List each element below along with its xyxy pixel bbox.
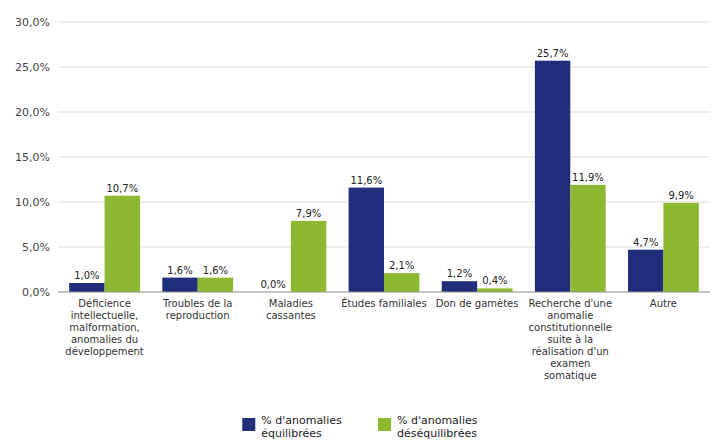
y-tick-label: 20,0%	[15, 106, 50, 119]
data-labels: 1,0% 1,6% 0,0% 11,6% 1,2% 25,7% 4,7% 10,7% 1,6% 7…	[74, 48, 694, 290]
bar	[105, 196, 140, 292]
x-axis: Déficienceintellectuelle,malformation,an…	[65, 297, 677, 381]
bar	[477, 288, 512, 292]
x-tick-label: Maladiescassantes	[266, 298, 316, 321]
x-tick-label: Troubles de lareproduction	[162, 298, 232, 321]
chart-svg: 0,0% 5,0% 10,0% 15,0% 20,0% 25,0% 30,0% 1,0% 1,6…	[0, 0, 720, 448]
data-label: 1,6%	[167, 265, 192, 276]
bar	[384, 273, 419, 292]
data-label: 11,9%	[572, 172, 604, 183]
data-label: 7,9%	[296, 208, 321, 219]
bar	[628, 250, 663, 292]
bar	[198, 278, 233, 292]
bar	[291, 221, 326, 292]
bar	[162, 278, 197, 292]
grid-line	[58, 157, 710, 158]
grid-line	[58, 22, 710, 23]
legend-item: % d'anomalieséquilibrées	[242, 414, 342, 440]
y-tick-label: 15,0%	[15, 151, 50, 164]
grid	[58, 22, 710, 292]
data-label: 0,0%	[260, 279, 285, 290]
bar	[570, 185, 605, 292]
chart-container: 0,0% 5,0% 10,0% 15,0% 20,0% 25,0% 30,0% 1,0% 1,6…	[0, 0, 720, 448]
x-tick-label: Recherche d'uneanomalieconstitutionnelle…	[528, 298, 612, 381]
data-label: 2,1%	[389, 260, 414, 271]
bars	[69, 61, 699, 292]
y-tick-label: 5,0%	[22, 241, 50, 254]
bar	[535, 61, 570, 292]
grid-line	[58, 112, 710, 113]
x-tick-label: Études familiales	[341, 297, 426, 309]
x-tick-label: Autre	[650, 298, 677, 309]
legend: % d'anomalieséquilibrées % d'anomaliesdés…	[242, 414, 477, 440]
y-tick-label: 25,0%	[15, 61, 50, 74]
bar	[69, 283, 104, 292]
x-tick-label: Don de gamètes	[436, 298, 519, 309]
grid-line	[58, 67, 710, 68]
legend-item: % d'anomaliesdéséquilibrées	[378, 414, 478, 440]
y-tick-label: 30,0%	[15, 16, 50, 29]
legend-swatch	[378, 418, 391, 431]
x-axis-line	[58, 292, 710, 293]
grid-line	[58, 292, 710, 293]
data-label: 4,7%	[633, 237, 658, 248]
data-label: 1,0%	[74, 270, 99, 281]
legend-label: % d'anomaliesdéséquilibrées	[397, 414, 478, 440]
legend-swatch	[242, 418, 255, 431]
bar	[349, 188, 384, 292]
data-label: 9,9%	[668, 190, 693, 201]
legend-label: % d'anomalieséquilibrées	[261, 414, 342, 440]
y-tick-label: 10,0%	[15, 196, 50, 209]
data-label: 1,6%	[203, 265, 228, 276]
data-label: 11,6%	[350, 175, 382, 186]
bar	[442, 281, 477, 292]
data-label: 25,7%	[537, 48, 569, 59]
y-tick-label: 0,0%	[22, 286, 50, 299]
x-tick-label: Déficienceintellectuelle,malformation,an…	[65, 298, 144, 357]
data-label: 1,2%	[447, 268, 472, 279]
data-label: 0,4%	[482, 275, 507, 286]
data-label: 10,7%	[106, 183, 138, 194]
bar	[663, 203, 698, 292]
y-axis: 0,0% 5,0% 10,0% 15,0% 20,0% 25,0% 30,0%	[15, 16, 50, 299]
